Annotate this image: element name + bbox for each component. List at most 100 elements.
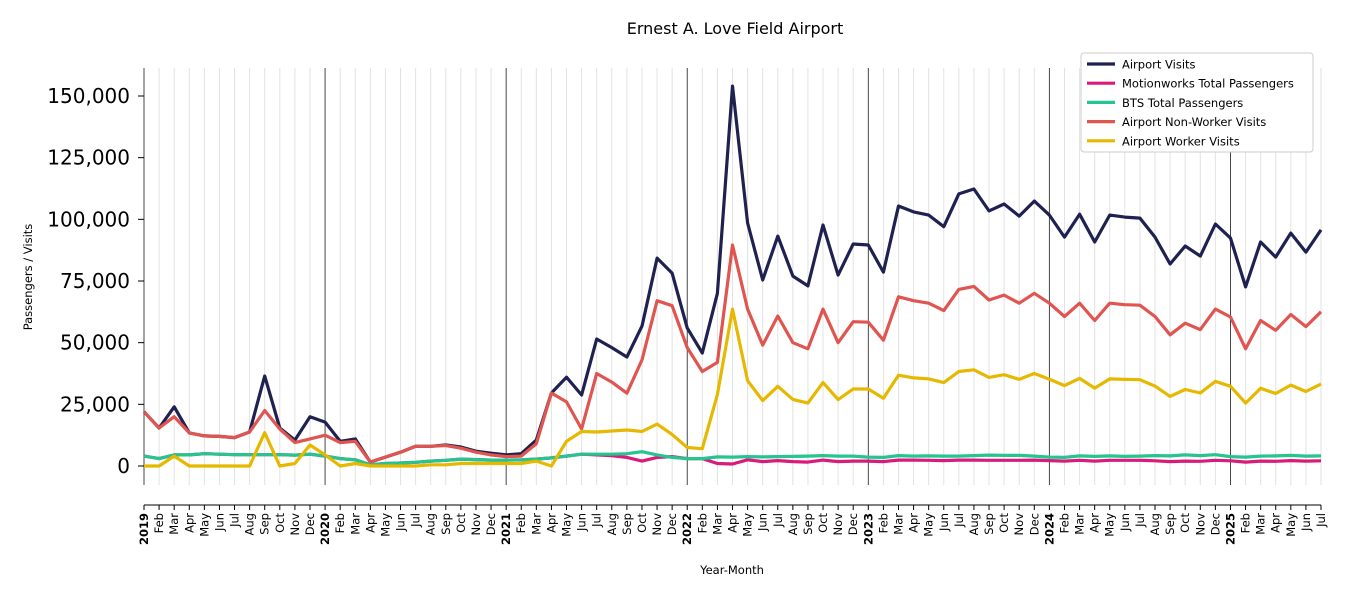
x-tick-label: Oct bbox=[816, 513, 830, 533]
y-tick-label: 100,000 bbox=[47, 207, 130, 231]
x-tick-label: May bbox=[1103, 513, 1117, 537]
x-tick-label: Dec bbox=[1208, 513, 1222, 535]
x-tick-label: 2025 bbox=[1223, 513, 1237, 545]
x-tick-label: Apr bbox=[182, 513, 196, 533]
x-tick-label: Sep bbox=[1163, 513, 1177, 535]
series-lines bbox=[142, 84, 1323, 468]
x-tick-label: Mar bbox=[348, 513, 362, 535]
x-tick-label: Feb bbox=[1057, 513, 1071, 533]
x-tick-label: Jun bbox=[937, 513, 951, 532]
x-tick-label: Dec bbox=[665, 513, 679, 535]
x-tick-label: 2021 bbox=[499, 513, 513, 545]
x-tick-label: Dec bbox=[1027, 513, 1041, 535]
x-tick-label: Jul bbox=[228, 513, 242, 528]
x-tick-label: Aug bbox=[243, 513, 257, 535]
x-tick-label: May bbox=[378, 513, 392, 537]
series-line-bts-total-passengers bbox=[143, 450, 1322, 467]
x-tick-label: May bbox=[1284, 513, 1298, 537]
grid bbox=[143, 68, 1322, 485]
x-tick-label: Dec bbox=[846, 513, 860, 535]
x-tick-label: Jul bbox=[952, 513, 966, 528]
x-tick-label: Jun bbox=[756, 513, 770, 532]
x-tick-label: Apr bbox=[1269, 513, 1283, 533]
x-tick-label: Feb bbox=[1239, 513, 1253, 533]
x-axis: 2019 Feb Mar Apr May Jun Jul Aug Sep Oct Nov Dec 202… bbox=[137, 504, 1328, 545]
chart-title: Ernest A. Love Field Airport bbox=[627, 19, 844, 38]
x-tick-label: Feb bbox=[695, 513, 709, 533]
x-tick-label: 2020 bbox=[318, 513, 332, 545]
x-tick-label: Feb bbox=[876, 513, 890, 533]
x-tick-label: Apr bbox=[544, 513, 558, 533]
x-tick-label: Nov bbox=[831, 513, 845, 536]
x-tick-label: Aug bbox=[424, 513, 438, 535]
y-tick-label: 125,000 bbox=[47, 146, 130, 170]
x-tick-label: Sep bbox=[982, 513, 996, 535]
x-tick-label: Dec bbox=[303, 513, 317, 535]
legend-label-airport-worker-visits: Airport Worker Visits bbox=[1122, 134, 1240, 148]
x-tick-label: Feb bbox=[152, 513, 166, 533]
y-axis-label: Passengers / Visits bbox=[21, 224, 35, 331]
x-tick-label: Mar bbox=[1254, 513, 1268, 535]
x-axis-label: Year-Month bbox=[699, 563, 764, 577]
x-tick-label: 2022 bbox=[680, 513, 694, 545]
x-tick-label: May bbox=[922, 513, 936, 537]
x-tick-label: Mar bbox=[710, 513, 724, 535]
x-tick-label: Jul bbox=[590, 513, 604, 528]
x-tick-label: Dec bbox=[484, 513, 498, 535]
x-tick-label: Mar bbox=[891, 513, 905, 535]
x-tick-label: Jul bbox=[771, 513, 785, 528]
x-tick-label: Mar bbox=[529, 513, 543, 535]
x-tick-label: Sep bbox=[620, 513, 634, 535]
legend-label-motionworks-total-passengers: Motionworks Total Passengers bbox=[1122, 77, 1294, 91]
x-tick-label: Aug bbox=[1148, 513, 1162, 535]
legend-label-bts-total-passengers: BTS Total Passengers bbox=[1122, 96, 1243, 110]
x-tick-label: Nov bbox=[1012, 513, 1026, 536]
x-tick-label: Oct bbox=[997, 513, 1011, 533]
x-tick-label: Feb bbox=[333, 513, 347, 533]
x-tick-label: Nov bbox=[288, 513, 302, 536]
x-tick-label: Nov bbox=[469, 513, 483, 536]
series-line-airport-worker-visits bbox=[144, 307, 1322, 468]
x-tick-label: Jul bbox=[1314, 513, 1328, 528]
legend-label-airport-visits: Airport Visits bbox=[1122, 58, 1196, 72]
x-tick-label: Jun bbox=[1118, 513, 1132, 532]
x-tick-label: Apr bbox=[726, 513, 740, 533]
x-tick-label: Aug bbox=[786, 513, 800, 535]
x-tick-label: Nov bbox=[1193, 513, 1207, 536]
x-tick-label: Jun bbox=[212, 513, 226, 532]
y-tick-label: 25,000 bbox=[60, 392, 130, 416]
x-tick-label: 2024 bbox=[1042, 513, 1056, 545]
x-tick-label: May bbox=[560, 513, 574, 537]
x-tick-label: Jun bbox=[575, 513, 589, 532]
x-tick-label: May bbox=[197, 513, 211, 537]
x-tick-label: 2019 bbox=[137, 513, 151, 545]
x-tick-label: Oct bbox=[635, 513, 649, 533]
legend: Airport Visits Motionworks Total Passenge… bbox=[1080, 52, 1314, 153]
x-tick-label: Sep bbox=[258, 513, 272, 535]
x-tick-label: Jul bbox=[409, 513, 423, 528]
x-tick-label: Apr bbox=[1088, 513, 1102, 533]
x-tick-label: Oct bbox=[454, 513, 468, 533]
series-line-airport-non-worker-visits bbox=[142, 243, 1323, 464]
y-tick-label: 50,000 bbox=[60, 331, 130, 355]
legend-label-airport-non-worker-visits: Airport Non-Worker Visits bbox=[1122, 115, 1266, 129]
x-tick-label: Jul bbox=[1133, 513, 1147, 528]
x-tick-label: Jun bbox=[1299, 513, 1313, 532]
x-tick-label: Aug bbox=[605, 513, 619, 535]
y-tick-label: 0 bbox=[117, 454, 130, 478]
x-tick-label: Oct bbox=[1178, 513, 1192, 533]
y-axis: 0 25,000 50,000 75,000 100,000 125,000 150,000 bbox=[47, 84, 144, 478]
x-tick-label: Sep bbox=[801, 513, 815, 535]
x-tick-label: Mar bbox=[167, 513, 181, 535]
y-tick-label: 150,000 bbox=[47, 84, 130, 108]
x-tick-label: Nov bbox=[650, 513, 664, 536]
x-tick-label: Aug bbox=[967, 513, 981, 535]
y-tick-label: 75,000 bbox=[60, 269, 130, 293]
x-tick-label: Feb bbox=[514, 513, 528, 533]
x-tick-label: Apr bbox=[907, 513, 921, 533]
x-tick-label: Oct bbox=[273, 513, 287, 533]
x-tick-label: 2023 bbox=[861, 513, 875, 545]
x-tick-label: Apr bbox=[363, 513, 377, 533]
x-tick-label: Jun bbox=[394, 513, 408, 532]
